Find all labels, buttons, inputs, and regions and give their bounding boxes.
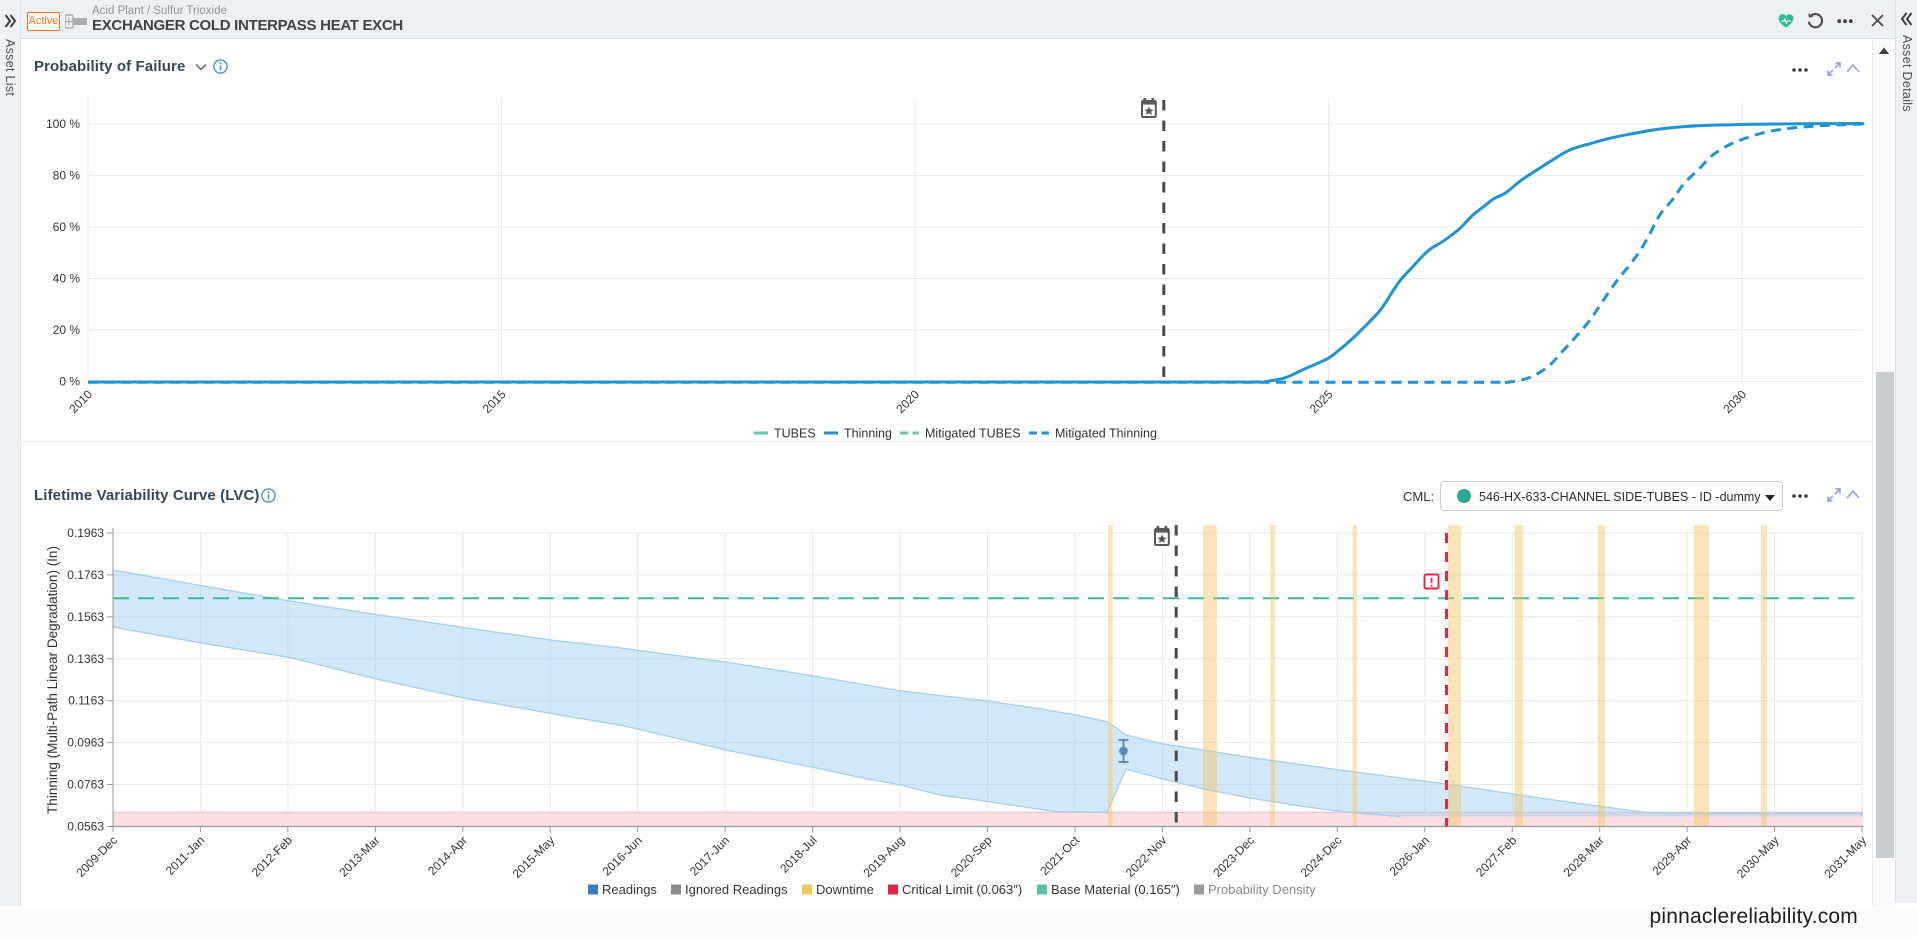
svg-text:2010: 2010 xyxy=(66,387,95,416)
svg-text:2030-May: 2030-May xyxy=(1734,833,1782,881)
svg-text:2009-Dec: 2009-Dec xyxy=(73,833,120,880)
svg-text:2014-Apr: 2014-Apr xyxy=(425,833,470,878)
svg-text:2029-Apr: 2029-Apr xyxy=(1649,833,1694,878)
svg-text:2028-Mar: 2028-Mar xyxy=(1561,833,1607,879)
svg-text:0.1163: 0.1163 xyxy=(68,694,104,708)
svg-text:TUBES: TUBES xyxy=(774,427,816,441)
svg-text:Mitigated Thinning: Mitigated Thinning xyxy=(1055,427,1157,441)
svg-text:Base Material (0.165″): Base Material (0.165″) xyxy=(1051,882,1180,897)
svg-text:Thinning (Multi-Path Linear De: Thinning (Multi-Path Linear Degradation)… xyxy=(45,546,60,814)
svg-text:2023-Dec: 2023-Dec xyxy=(1210,833,1257,880)
svg-text:100 %: 100 % xyxy=(46,117,80,131)
svg-text:Readings: Readings xyxy=(602,882,657,897)
svg-text:2026-Jan: 2026-Jan xyxy=(1387,833,1432,878)
svg-text:0.1563: 0.1563 xyxy=(67,610,104,624)
svg-text:2021-Oct: 2021-Oct xyxy=(1037,833,1082,878)
svg-text:0 %: 0 % xyxy=(59,375,80,389)
svg-text:0.0963: 0.0963 xyxy=(67,736,104,750)
svg-text:Mitigated TUBES: Mitigated TUBES xyxy=(925,427,1021,441)
svg-text:2015-May: 2015-May xyxy=(510,833,558,881)
svg-text:60 %: 60 % xyxy=(53,220,81,234)
svg-text:2016-Jun: 2016-Jun xyxy=(600,833,645,878)
svg-text:40 %: 40 % xyxy=(53,272,81,286)
svg-text:2025: 2025 xyxy=(1307,387,1336,416)
svg-text:0.1963: 0.1963 xyxy=(67,526,104,540)
svg-text:2022-Nov: 2022-Nov xyxy=(1123,833,1170,880)
svg-text:2017-Jun: 2017-Jun xyxy=(687,833,732,878)
svg-text:2012-Feb: 2012-Feb xyxy=(249,833,295,879)
svg-text:Ignored Readings: Ignored Readings xyxy=(685,882,788,897)
svg-text:2019-Aug: 2019-Aug xyxy=(861,833,908,880)
svg-text:2011-Jan: 2011-Jan xyxy=(163,833,208,878)
svg-text:Downtime: Downtime xyxy=(816,882,874,897)
svg-text:2015: 2015 xyxy=(480,387,509,416)
svg-text:0.0563: 0.0563 xyxy=(67,820,104,834)
svg-text:0.1763: 0.1763 xyxy=(67,568,104,582)
svg-text:20 %: 20 % xyxy=(53,323,81,337)
svg-text:2018-Jul: 2018-Jul xyxy=(777,833,819,875)
svg-text:80 %: 80 % xyxy=(53,169,81,183)
svg-text:2030: 2030 xyxy=(1720,387,1749,416)
svg-text:2027-Feb: 2027-Feb xyxy=(1473,833,1519,879)
svg-text:Probability Density: Probability Density xyxy=(1208,882,1316,897)
svg-text:2024-Dec: 2024-Dec xyxy=(1298,833,1345,880)
svg-text:0.0763: 0.0763 xyxy=(67,778,104,792)
svg-text:Critical Limit (0.063″): Critical Limit (0.063″) xyxy=(902,882,1022,897)
svg-text:2013-Mar: 2013-Mar xyxy=(336,833,382,879)
svg-text:2020: 2020 xyxy=(893,387,922,416)
svg-text:Thinning: Thinning xyxy=(844,427,892,441)
svg-text:0.1363: 0.1363 xyxy=(67,652,104,666)
svg-text:2031-May: 2031-May xyxy=(1821,833,1869,881)
svg-text:2020-Sep: 2020-Sep xyxy=(948,833,995,880)
